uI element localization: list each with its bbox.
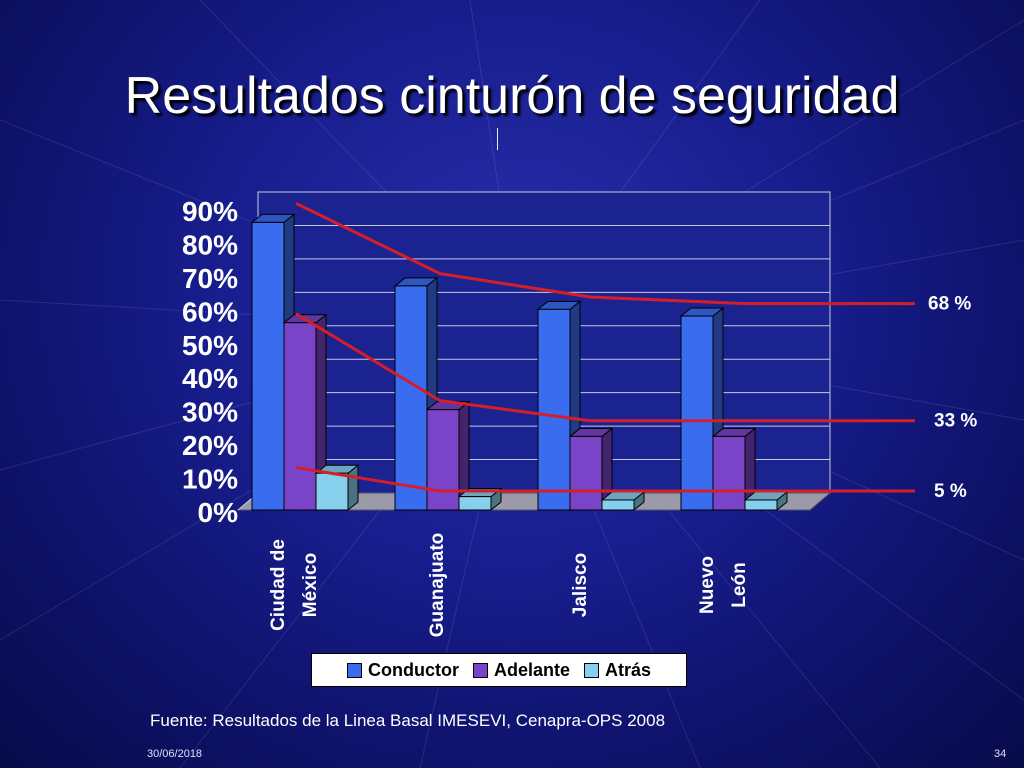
y-tick-label: 30% xyxy=(182,397,238,428)
bar-conductor xyxy=(251,221,285,511)
x-category-label: Jalisco xyxy=(570,553,591,617)
bar-atrás xyxy=(458,496,492,511)
legend-swatch-conductor xyxy=(346,662,362,678)
bar-conductor xyxy=(680,315,714,511)
legend-swatch-adelante xyxy=(472,662,488,678)
y-tick-label: 50% xyxy=(182,330,238,361)
trend-label: 33 % xyxy=(934,411,977,432)
bar-adelante xyxy=(569,435,603,511)
trend-label: 5 % xyxy=(934,481,967,502)
y-tick-label: 60% xyxy=(182,296,238,327)
legend-item-atras: Atrás xyxy=(583,659,652,681)
footer-page-number: 34 xyxy=(994,748,1007,760)
legend-swatch-atras xyxy=(583,662,599,678)
x-category-label: Ciudad de xyxy=(268,539,289,631)
y-tick-label: 20% xyxy=(182,430,238,461)
trend-line xyxy=(295,201,915,306)
legend-label-adelante: Adelante xyxy=(493,659,570,680)
trend-line xyxy=(295,466,915,493)
x-category-label: Guanajuato xyxy=(427,533,448,638)
legend-item-conductor: Conductor xyxy=(346,659,459,681)
legend-item-adelante: Adelante xyxy=(472,659,570,681)
bar-atrás xyxy=(315,472,349,511)
y-tick-label: 90% xyxy=(182,196,238,227)
y-tick-label: 40% xyxy=(182,363,238,394)
y-tick-label: 0% xyxy=(198,497,239,528)
footer-date: 30/06/2018 xyxy=(147,748,203,760)
bar-atrás xyxy=(601,499,635,511)
legend-label-atras: Atrás xyxy=(604,659,652,680)
bar-adelante xyxy=(283,322,317,511)
x-category-label: León xyxy=(729,562,750,607)
chart-legend: Conductor Adelante Atrás xyxy=(311,653,687,687)
y-tick-label: 80% xyxy=(182,229,238,260)
x-category-label: México xyxy=(300,553,321,617)
trend-line xyxy=(295,312,915,423)
y-tick-label: 70% xyxy=(182,263,238,294)
trend-label: 68 % xyxy=(928,294,971,315)
legend-label-conductor: Conductor xyxy=(367,659,459,680)
bar-atrás xyxy=(744,499,778,511)
bar-adelante xyxy=(426,409,460,511)
text-cursor xyxy=(497,128,498,150)
x-category-label: Nuevo xyxy=(697,556,718,614)
bar-conductor xyxy=(537,308,571,511)
y-tick-label: 10% xyxy=(182,464,238,495)
bar-adelante xyxy=(712,435,746,511)
bar-conductor xyxy=(394,285,428,511)
source-note: Fuente: Resultados de la Linea Basal IME… xyxy=(150,711,666,730)
slide-title: Resultados cinturón de seguridad xyxy=(124,67,900,125)
